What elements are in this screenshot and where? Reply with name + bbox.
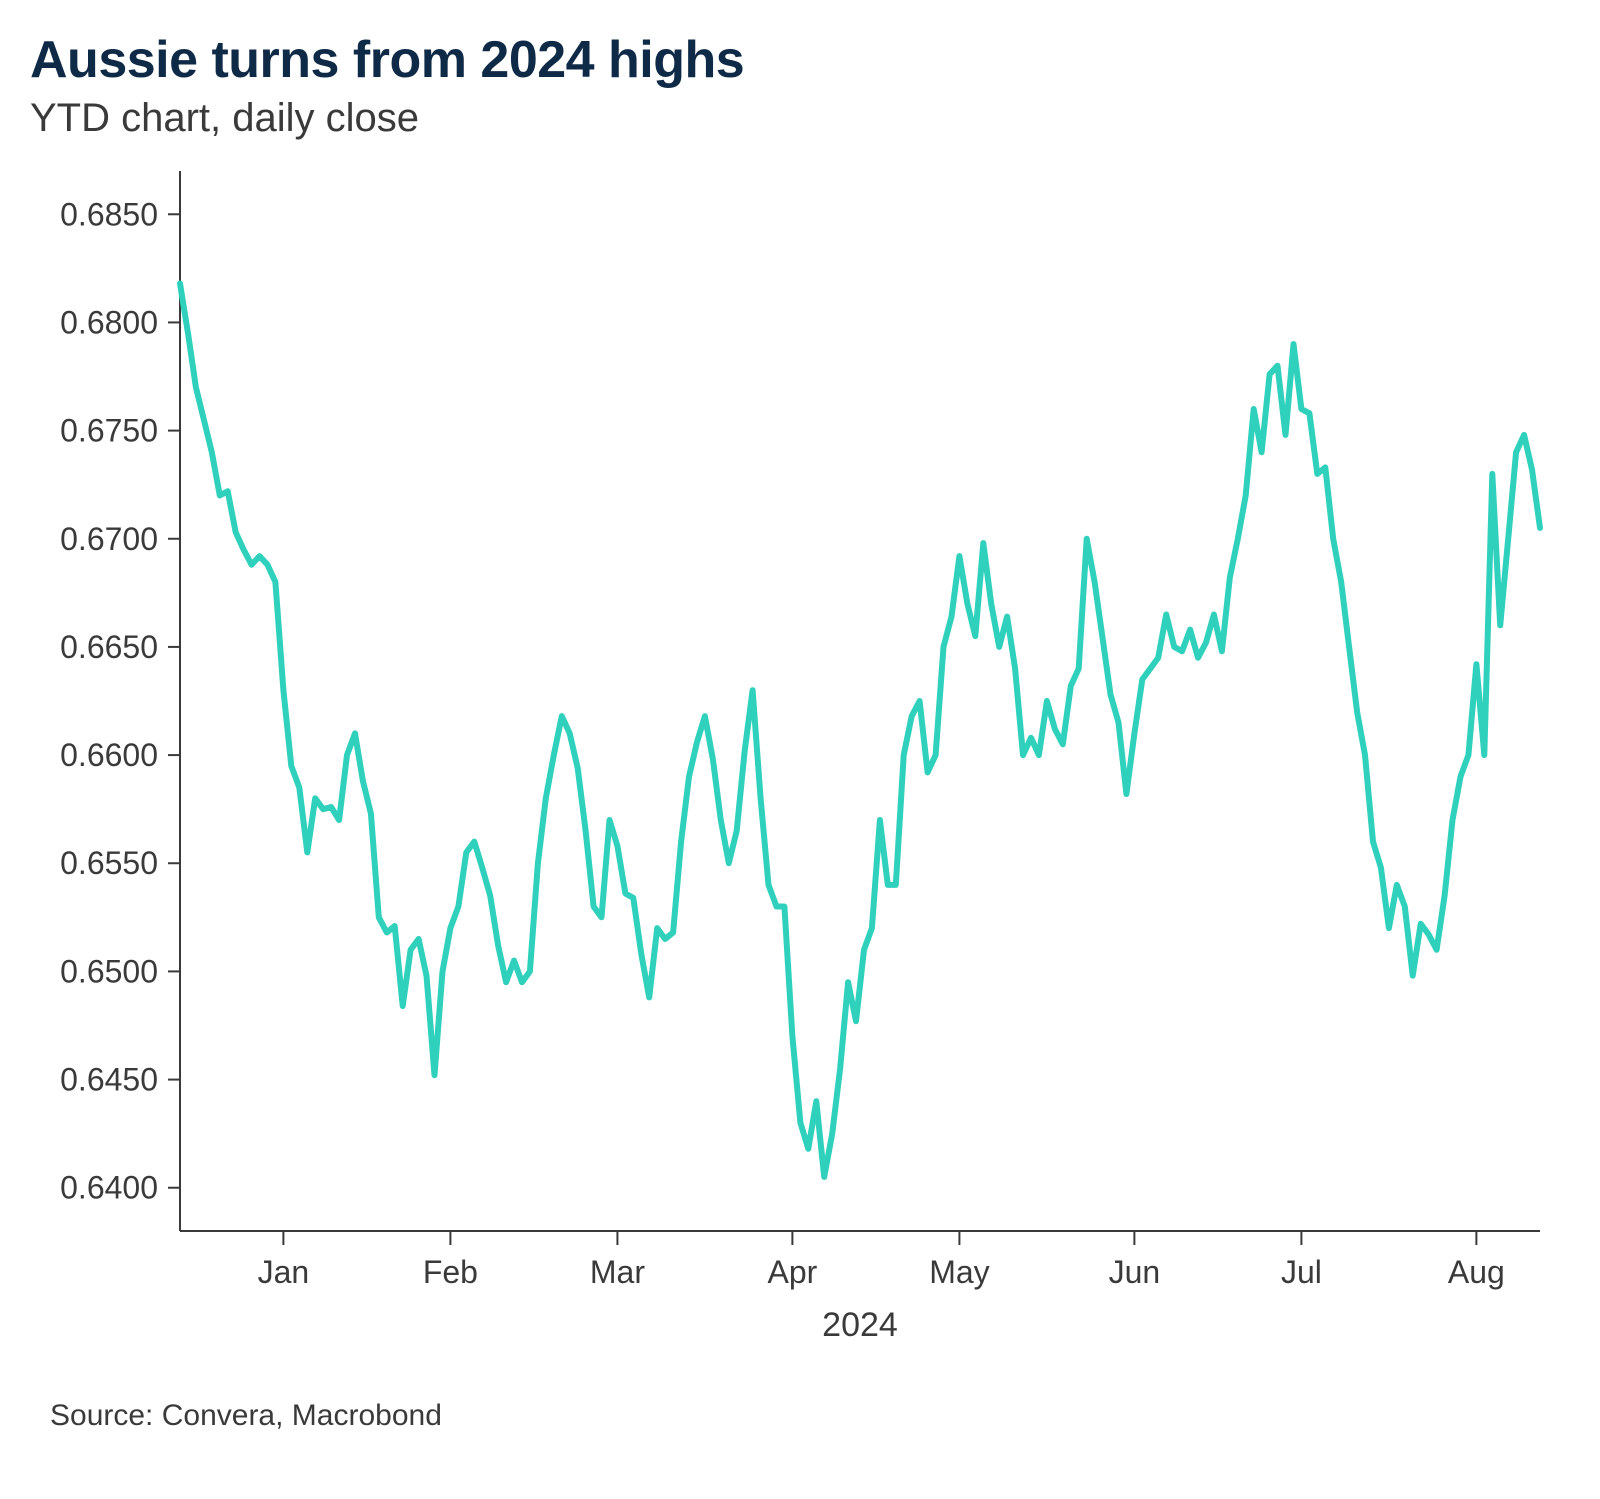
y-tick-label: 0.6750	[60, 413, 158, 449]
line-chart-svg: 0.6400 0.6450 0.6500 0.6550 0.6600 0.6650 0.67…	[30, 161, 1570, 1381]
y-tick-label: 0.6550	[60, 845, 158, 881]
x-tick-label: Feb	[423, 1254, 478, 1290]
y-tick-label: 0.6400	[60, 1170, 158, 1206]
x-tick-label: Aug	[1448, 1254, 1505, 1290]
chart-title: Aussie turns from 2024 highs	[30, 30, 1570, 90]
y-tick-label: 0.6850	[60, 196, 158, 232]
price-line	[180, 284, 1540, 1177]
chart-subtitle: YTD chart, daily close	[30, 96, 1570, 141]
y-tick-label: 0.6500	[60, 953, 158, 989]
x-tick-label: Mar	[590, 1254, 645, 1290]
x-tick-label: Jun	[1109, 1254, 1161, 1290]
y-tick-label: 0.6600	[60, 737, 158, 773]
x-tick-label: Jul	[1281, 1254, 1322, 1290]
x-tick-label: May	[929, 1254, 989, 1290]
chart-page: Aussie turns from 2024 highs YTD chart, …	[0, 0, 1600, 1499]
x-year-label: 2024	[822, 1306, 898, 1344]
y-tick-label: 0.6650	[60, 629, 158, 665]
y-tick-label: 0.6450	[60, 1062, 158, 1098]
x-tick-label: Jan	[258, 1254, 310, 1290]
chart-source: Source: Convera, Macrobond	[50, 1399, 1570, 1433]
y-tick-label: 0.6800	[60, 304, 158, 340]
y-tick-label: 0.6700	[60, 521, 158, 557]
chart-area: 0.6400 0.6450 0.6500 0.6550 0.6600 0.6650 0.67…	[30, 161, 1570, 1381]
x-tick-label: Apr	[767, 1254, 817, 1290]
